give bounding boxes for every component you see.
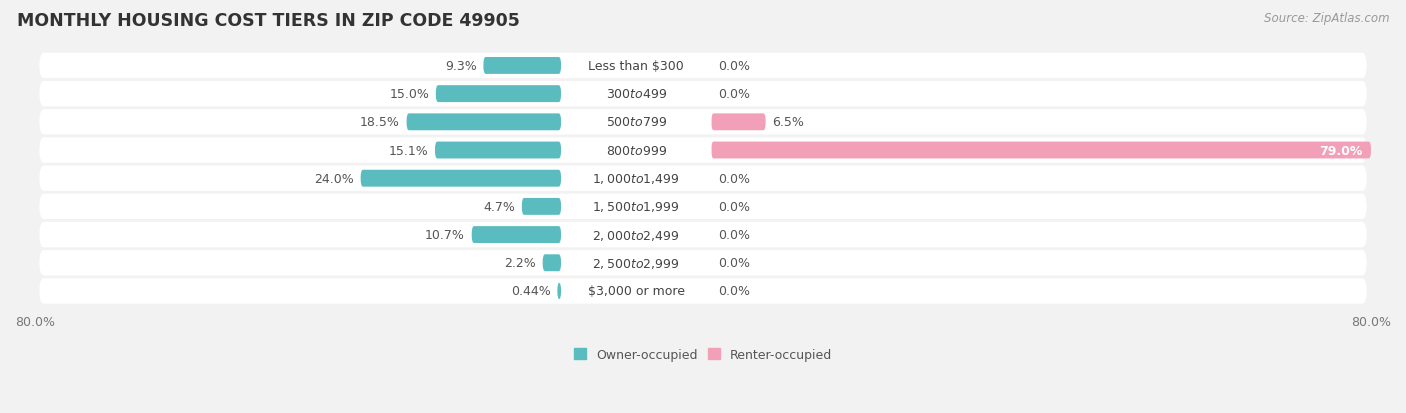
Text: 9.3%: 9.3% [444, 60, 477, 73]
Text: 0.0%: 0.0% [718, 285, 749, 298]
Text: 0.0%: 0.0% [718, 60, 749, 73]
FancyBboxPatch shape [561, 227, 711, 243]
Text: 15.1%: 15.1% [388, 144, 429, 157]
FancyBboxPatch shape [711, 142, 1371, 159]
Text: 6.5%: 6.5% [772, 116, 804, 129]
FancyBboxPatch shape [39, 110, 1367, 135]
Text: $500 to $799: $500 to $799 [606, 116, 666, 129]
FancyBboxPatch shape [39, 250, 1367, 276]
FancyBboxPatch shape [436, 86, 561, 103]
FancyBboxPatch shape [522, 199, 561, 215]
FancyBboxPatch shape [561, 58, 711, 75]
Text: $2,000 to $2,499: $2,000 to $2,499 [592, 228, 681, 242]
FancyBboxPatch shape [557, 283, 561, 300]
FancyBboxPatch shape [39, 82, 1367, 107]
FancyBboxPatch shape [406, 114, 561, 131]
Text: $1,000 to $1,499: $1,000 to $1,499 [592, 172, 681, 186]
Text: $1,500 to $1,999: $1,500 to $1,999 [592, 200, 681, 214]
Text: 0.0%: 0.0% [718, 172, 749, 185]
FancyBboxPatch shape [484, 58, 561, 75]
FancyBboxPatch shape [434, 142, 561, 159]
FancyBboxPatch shape [39, 166, 1367, 191]
Text: MONTHLY HOUSING COST TIERS IN ZIP CODE 49905: MONTHLY HOUSING COST TIERS IN ZIP CODE 4… [17, 12, 520, 30]
Text: 18.5%: 18.5% [360, 116, 399, 129]
FancyBboxPatch shape [39, 194, 1367, 220]
FancyBboxPatch shape [561, 283, 711, 300]
FancyBboxPatch shape [561, 170, 711, 187]
Text: 0.44%: 0.44% [510, 285, 551, 298]
FancyBboxPatch shape [561, 114, 711, 131]
Text: 24.0%: 24.0% [314, 172, 354, 185]
Text: 0.0%: 0.0% [718, 200, 749, 214]
Text: 79.0%: 79.0% [1319, 144, 1362, 157]
FancyBboxPatch shape [39, 279, 1367, 304]
Text: $2,500 to $2,999: $2,500 to $2,999 [592, 256, 681, 270]
Text: 0.0%: 0.0% [718, 256, 749, 270]
FancyBboxPatch shape [561, 255, 711, 272]
FancyBboxPatch shape [561, 86, 711, 103]
FancyBboxPatch shape [543, 255, 561, 272]
Text: 10.7%: 10.7% [425, 228, 465, 242]
FancyBboxPatch shape [39, 54, 1367, 79]
FancyBboxPatch shape [561, 199, 711, 215]
Legend: Owner-occupied, Renter-occupied: Owner-occupied, Renter-occupied [574, 348, 832, 361]
Text: 0.0%: 0.0% [718, 88, 749, 101]
FancyBboxPatch shape [561, 142, 711, 159]
Text: Less than $300: Less than $300 [588, 60, 685, 73]
Text: 4.7%: 4.7% [484, 200, 515, 214]
Text: $300 to $499: $300 to $499 [606, 88, 666, 101]
Text: 15.0%: 15.0% [389, 88, 429, 101]
Text: $800 to $999: $800 to $999 [606, 144, 666, 157]
FancyBboxPatch shape [361, 170, 561, 187]
FancyBboxPatch shape [471, 227, 561, 243]
Text: $3,000 or more: $3,000 or more [588, 285, 685, 298]
Text: 2.2%: 2.2% [505, 256, 536, 270]
Text: 0.0%: 0.0% [718, 228, 749, 242]
FancyBboxPatch shape [39, 138, 1367, 163]
FancyBboxPatch shape [711, 114, 766, 131]
FancyBboxPatch shape [39, 222, 1367, 248]
Text: Source: ZipAtlas.com: Source: ZipAtlas.com [1264, 12, 1389, 25]
